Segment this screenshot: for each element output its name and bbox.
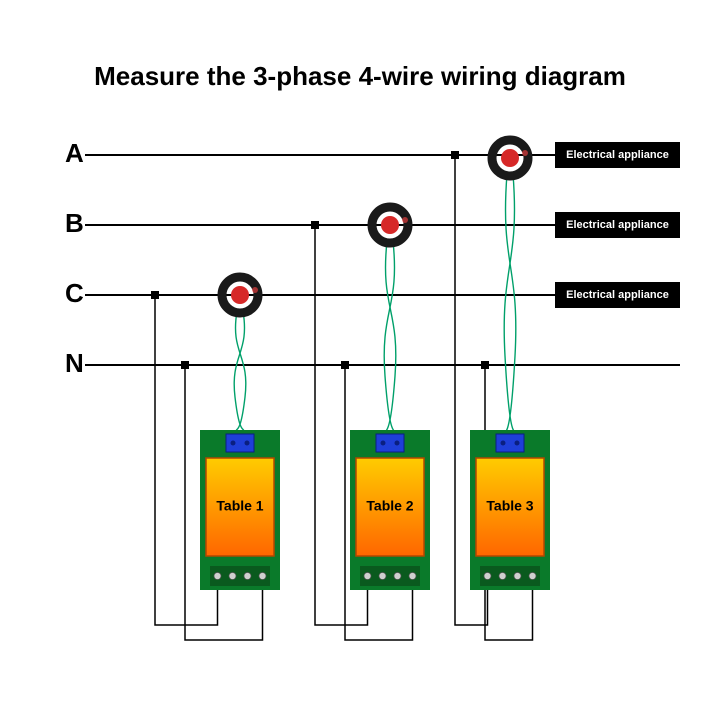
appliance-label-1: Electrical appliance [566, 219, 669, 231]
appliance-label-0: Electrical appliance [566, 149, 669, 161]
junction-dot [451, 151, 459, 159]
junction-dot [341, 361, 349, 369]
phase-label-A: A [65, 138, 84, 168]
appliance-boxes: Electrical appliance Electrical appliance… [555, 142, 680, 308]
table-label: Table 2 [366, 498, 413, 514]
wiring-diagram: Measure the 3-phase 4-wire wiring diagra… [0, 0, 720, 720]
table-label: Table 1 [216, 498, 263, 514]
current-transformers [222, 140, 528, 313]
junction-dots [151, 151, 489, 369]
junction-dot [311, 221, 319, 229]
ct-2 [492, 140, 528, 176]
junction-dot [481, 361, 489, 369]
diagram-title: Measure the 3-phase 4-wire wiring diagra… [94, 61, 626, 91]
phase-label-N: N [65, 348, 84, 378]
meter-table-2: Table 3 [470, 430, 550, 590]
top-connector [226, 434, 254, 452]
meter-tables: Table 1 Table 2 Table 3 [200, 430, 550, 590]
phase-label-B: B [65, 208, 84, 238]
meter-table-1: Table 2 [350, 430, 430, 590]
meter-table-0: Table 1 [200, 430, 280, 590]
top-connector [376, 434, 404, 452]
table-label: Table 3 [486, 498, 533, 514]
appliance-label-2: Electrical appliance [566, 289, 669, 301]
phase-lines: A B C N [65, 138, 680, 378]
junction-dot [181, 361, 189, 369]
top-connector [496, 434, 524, 452]
junction-dot [151, 291, 159, 299]
phase-label-C: C [65, 278, 84, 308]
